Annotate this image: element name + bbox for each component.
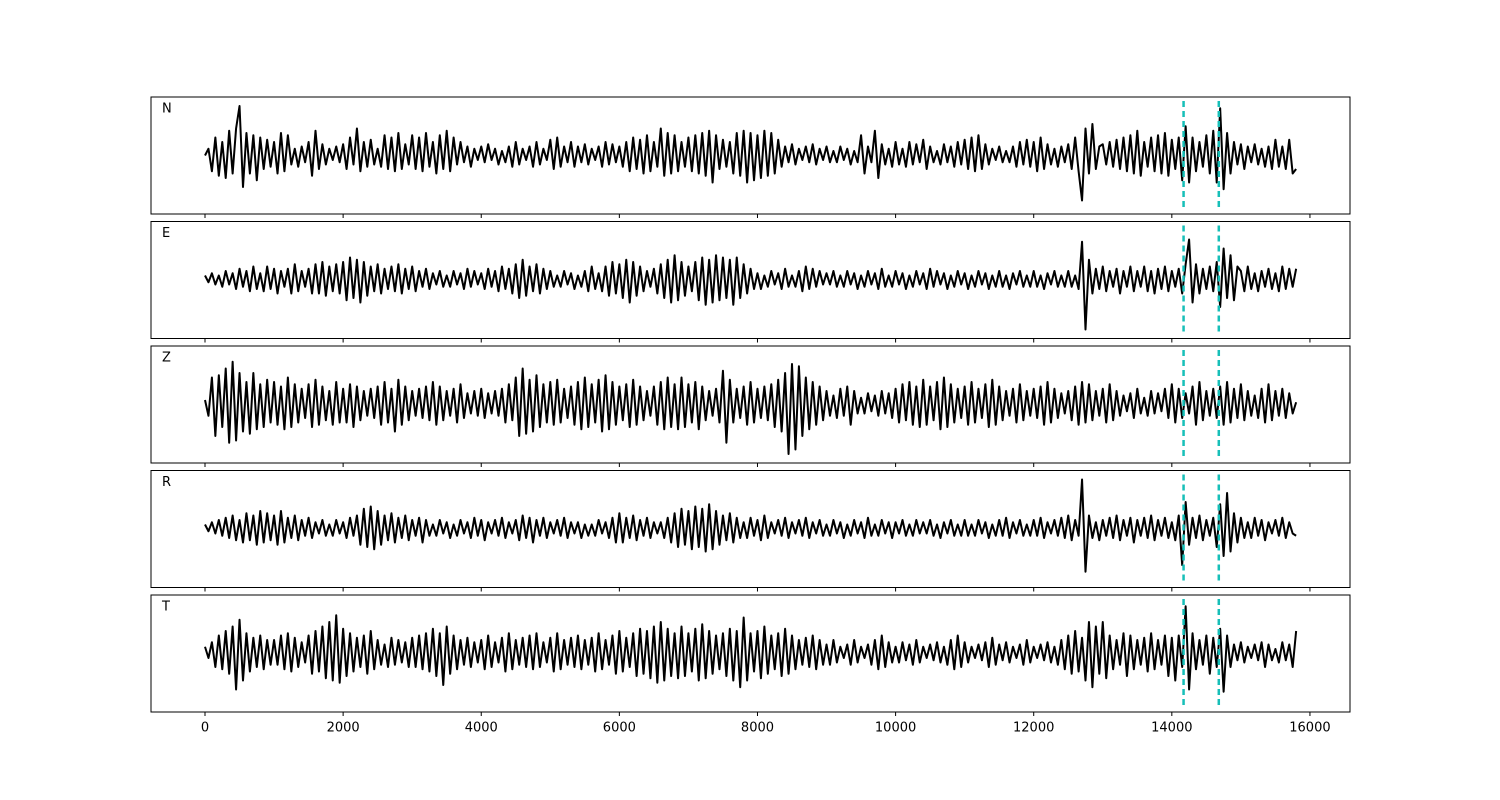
x-tick-label: 8000 bbox=[741, 721, 774, 736]
panel-label: Z bbox=[162, 351, 171, 366]
panel-frame bbox=[150, 96, 1351, 215]
x-tick-label: 10000 bbox=[875, 721, 916, 736]
x-tick-label: 2000 bbox=[327, 721, 360, 736]
panel-frame bbox=[150, 470, 1351, 588]
panel-frame bbox=[150, 345, 1351, 464]
x-tick-label: 6000 bbox=[603, 721, 636, 736]
trace bbox=[204, 478, 1297, 573]
panel-label: N bbox=[162, 102, 172, 117]
trace bbox=[204, 360, 1298, 455]
x-tick-label: 0 bbox=[201, 721, 209, 736]
trace bbox=[204, 605, 1298, 693]
trace bbox=[204, 105, 1297, 202]
x-tick-label: 4000 bbox=[465, 721, 498, 736]
panel-frame bbox=[150, 221, 1351, 339]
panel-frame bbox=[150, 594, 1351, 713]
trace bbox=[204, 238, 1298, 331]
x-tick-label: 14000 bbox=[1151, 721, 1192, 736]
panel-label: E bbox=[162, 226, 170, 241]
panel-label: T bbox=[161, 600, 170, 615]
x-tick-label: 12000 bbox=[1013, 721, 1054, 736]
panel-label: R bbox=[162, 475, 171, 490]
x-tick-label: 16000 bbox=[1289, 721, 1330, 736]
